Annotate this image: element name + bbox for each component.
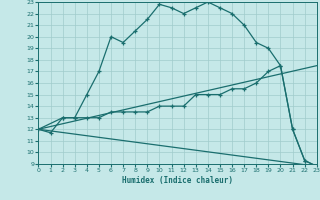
X-axis label: Humidex (Indice chaleur): Humidex (Indice chaleur) [122, 176, 233, 185]
